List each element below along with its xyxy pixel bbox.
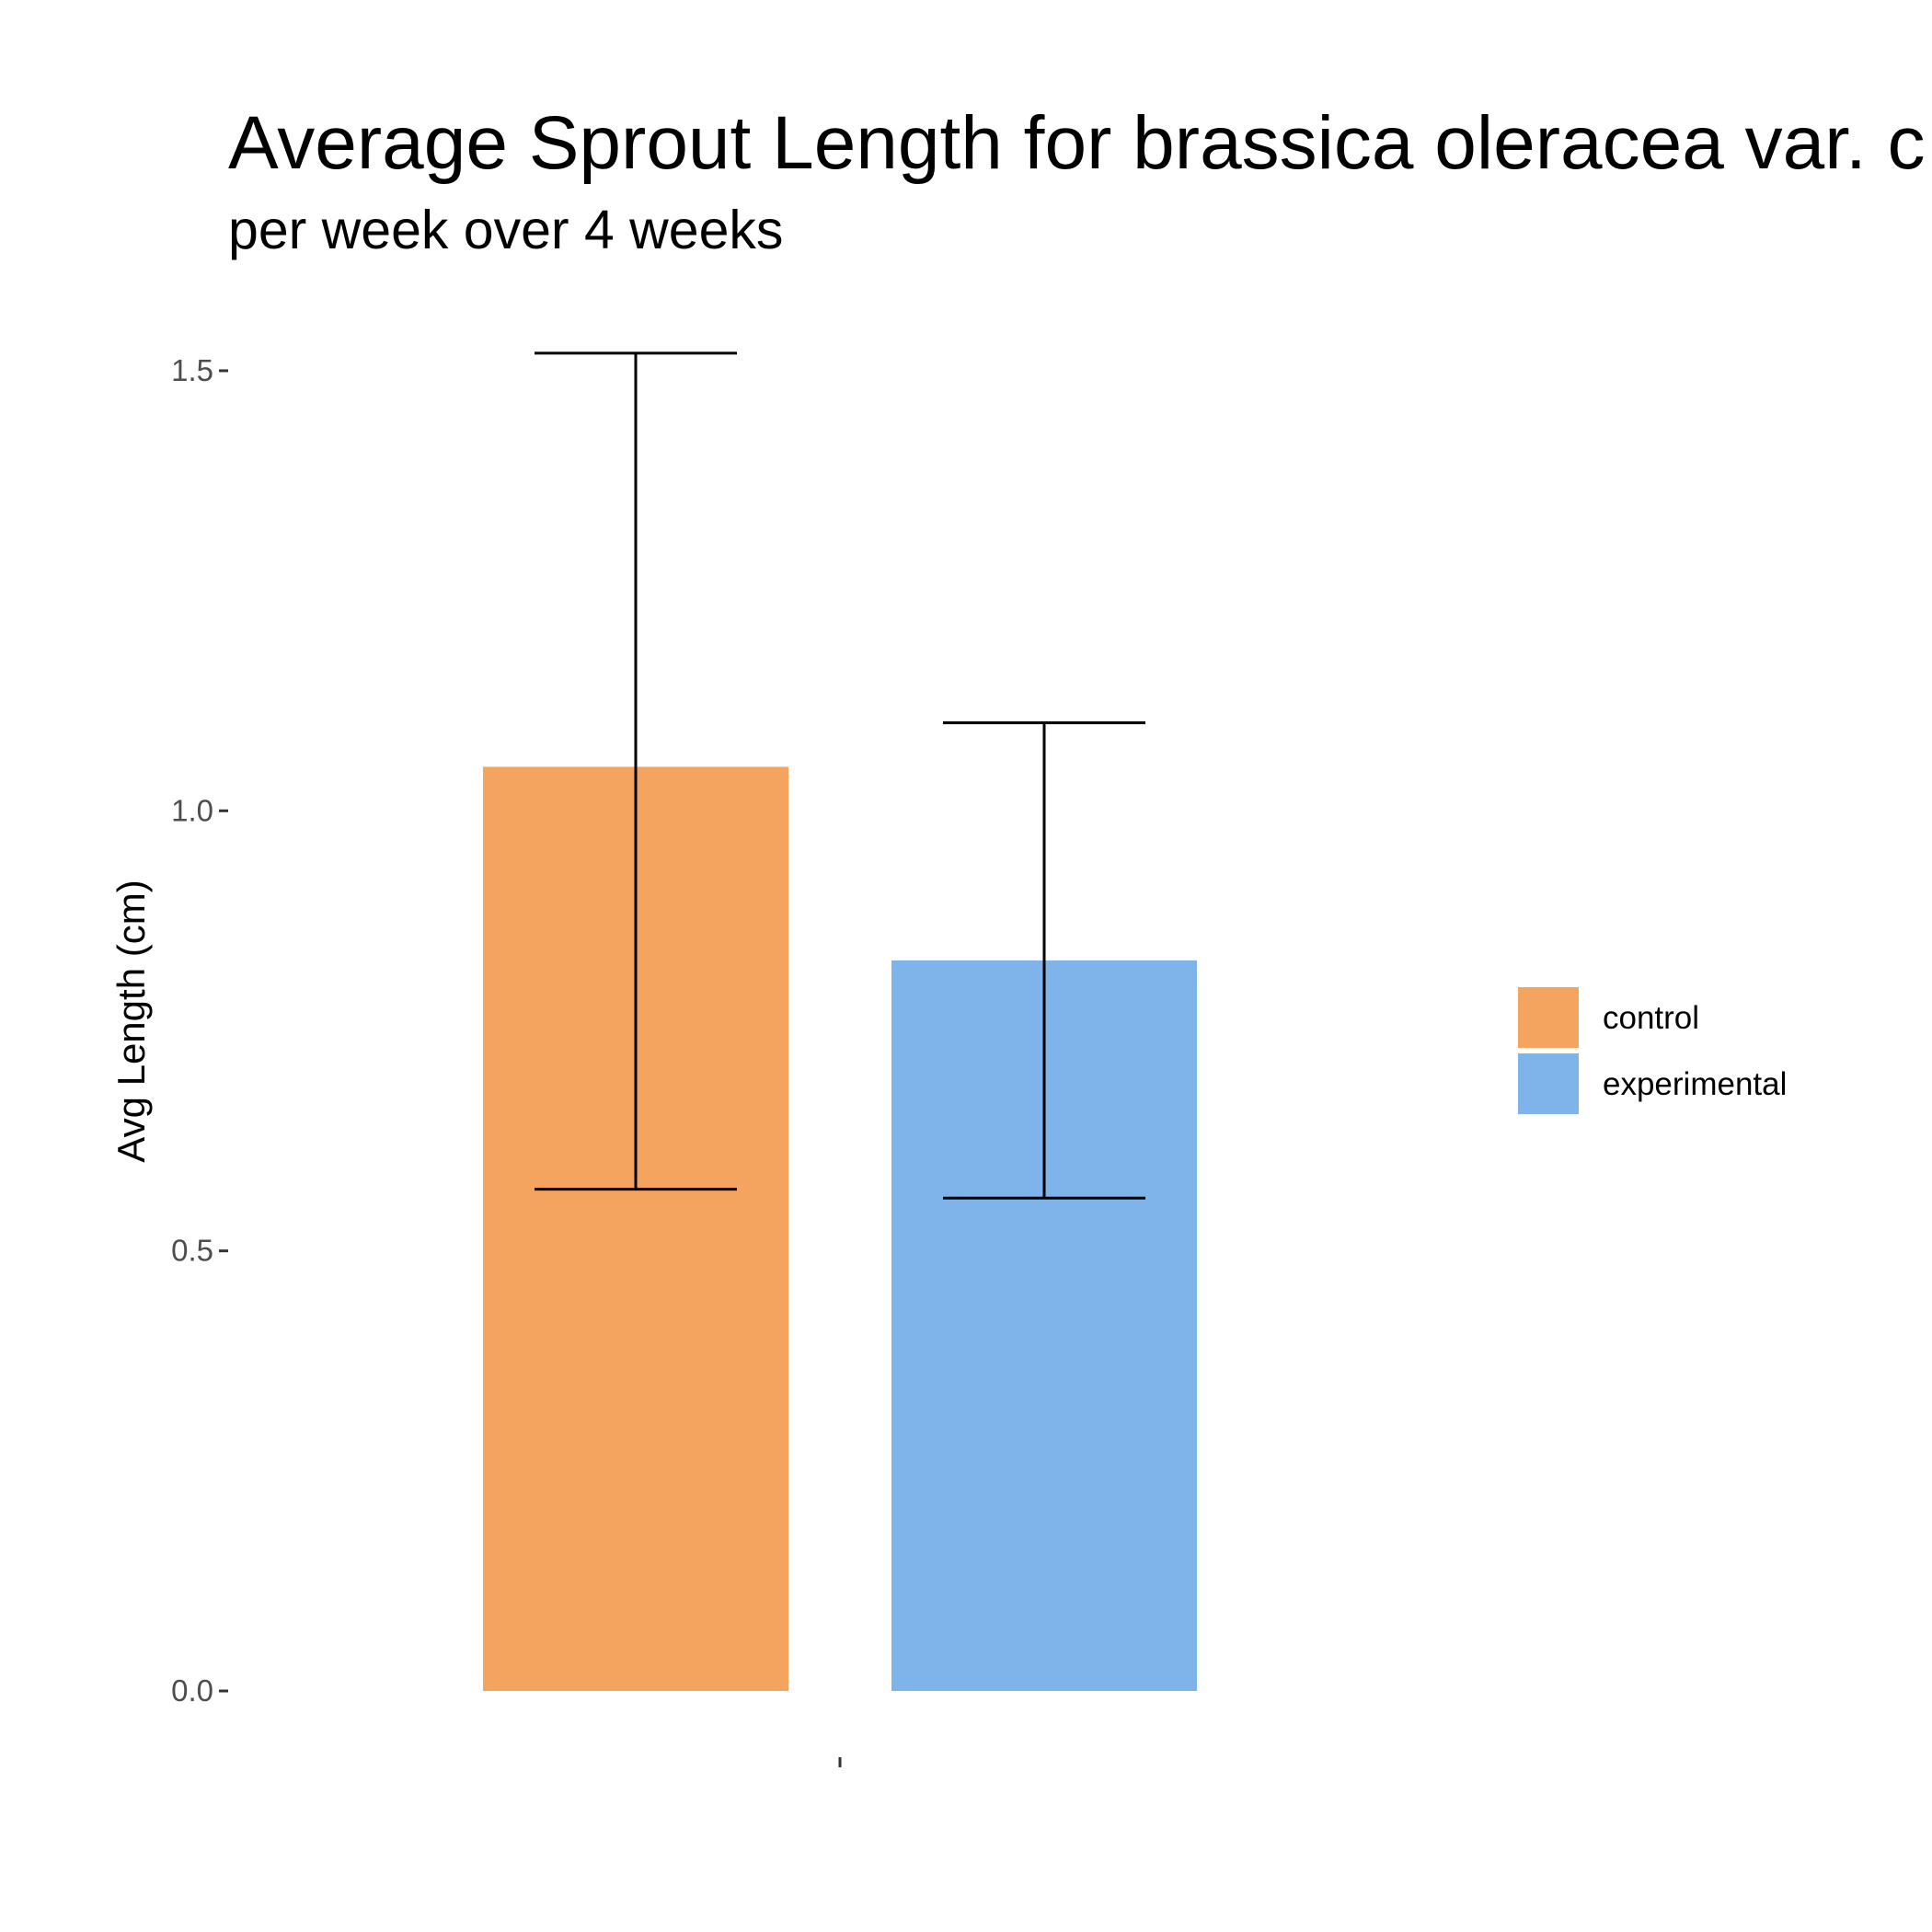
y-axis-label: Avg Length (cm) xyxy=(109,880,153,1162)
y-tick-label: 1.5 xyxy=(171,353,213,387)
legend: control experimental xyxy=(1518,987,1787,1114)
chart-title: Average Sprout Length for brassica olera… xyxy=(228,101,1926,185)
bars xyxy=(483,766,1197,1691)
error-bars xyxy=(535,351,1145,1200)
chart-subtitle: per week over 4 weeks xyxy=(228,200,783,260)
legend-label-experimental: experimental xyxy=(1603,1066,1787,1102)
y-tick-label: 0.0 xyxy=(171,1673,213,1708)
legend-swatch-experimental xyxy=(1518,1053,1579,1114)
legend-label-control: control xyxy=(1603,1000,1699,1036)
y-tick-label: 0.5 xyxy=(171,1234,213,1268)
y-tick-label: 1.0 xyxy=(171,793,213,827)
y-axis: 0.0 0.5 1.0 1.5 xyxy=(171,353,228,1708)
legend-swatch-control xyxy=(1518,987,1579,1048)
